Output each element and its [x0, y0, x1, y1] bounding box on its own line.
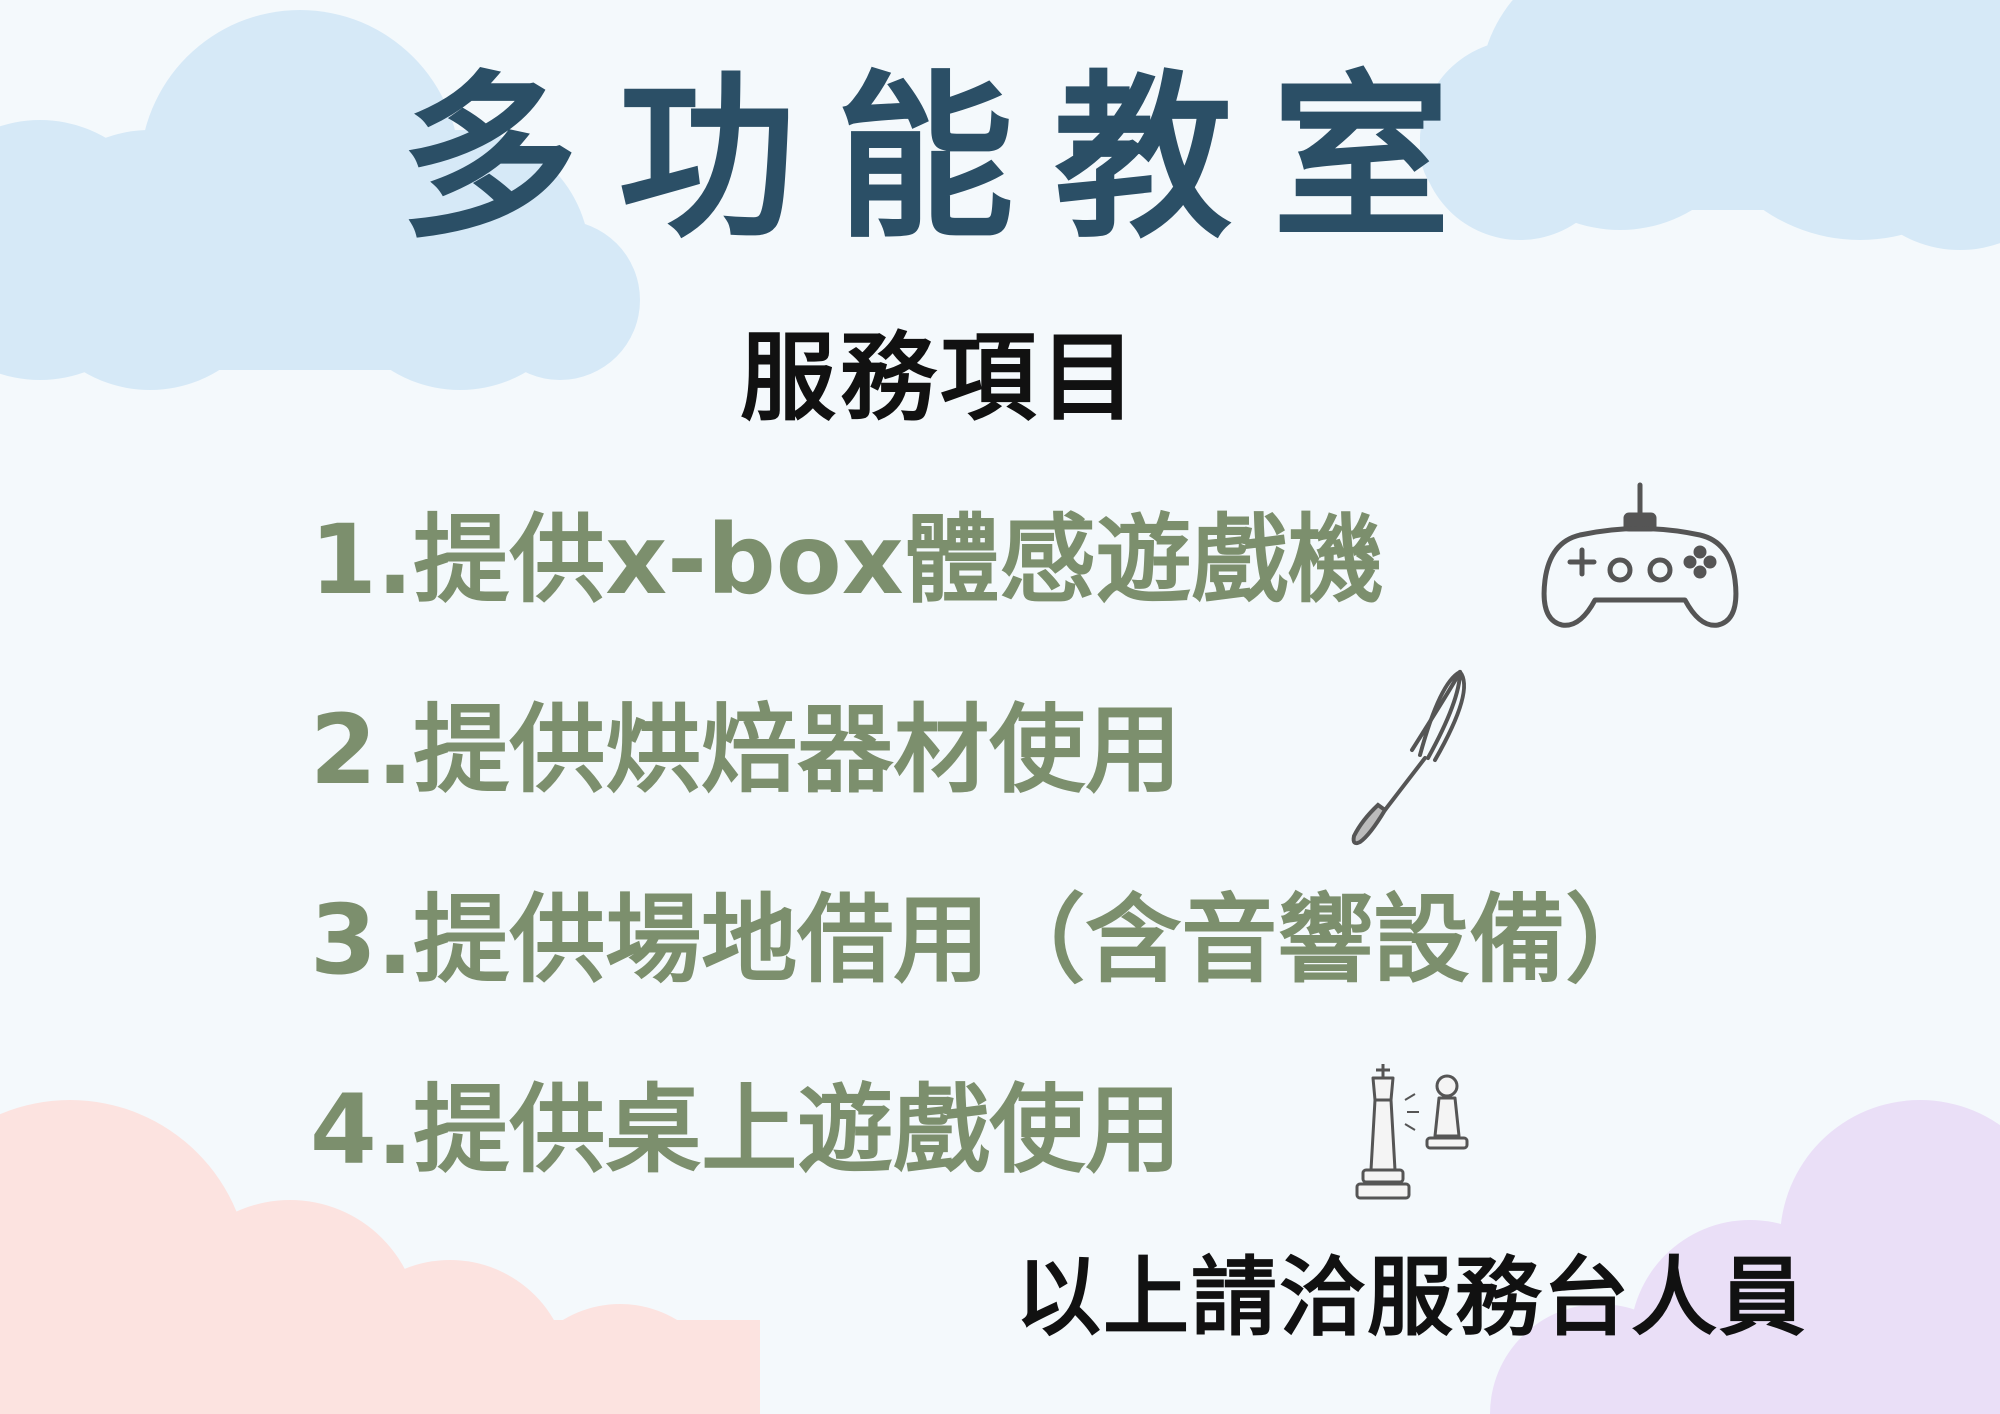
services-heading: 服務項目 — [740, 322, 1140, 434]
top-right-cloud — [1420, 0, 2000, 250]
chess-pieces-icon — [1355, 1064, 1469, 1200]
service-item-board-games: 4.提供桌上遊戲使用 — [310, 1074, 1182, 1186]
game-controller-icon — [1541, 482, 1739, 628]
bottom-right-cloud — [1490, 1100, 2000, 1414]
top-left-cloud — [0, 10, 640, 390]
whisk-icon — [1351, 670, 1467, 846]
service-item-baking: 2.提供烘焙器材使用 — [310, 694, 1182, 806]
bottom-left-cloud — [0, 1100, 760, 1414]
footer-note: 以上請洽服務台人員 — [1015, 1248, 1807, 1348]
page-title: 多功能教室 — [400, 55, 1490, 262]
service-item-venue: 3.提供場地借用（含音響設備） — [310, 884, 1662, 996]
service-item-xbox: 1.提供x-box體感遊戲機 — [310, 504, 1384, 616]
